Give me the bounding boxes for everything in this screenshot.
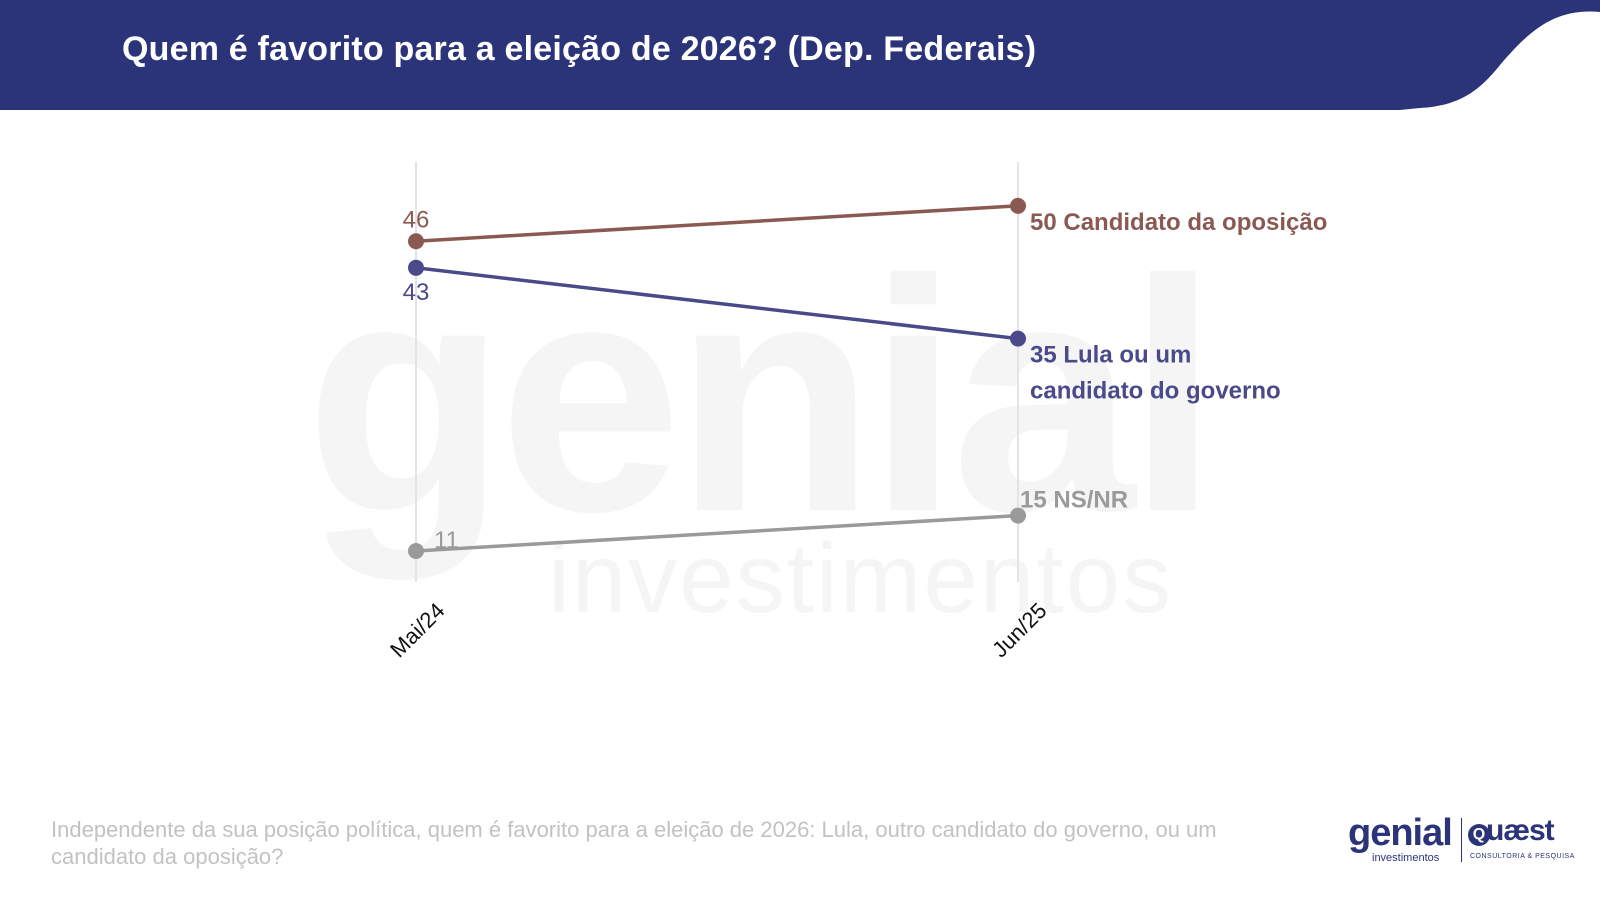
genial-logo-sub: investimentos — [1372, 852, 1440, 864]
quaest-logo-word: uæst — [1486, 814, 1555, 847]
page-title: Quem é favorito para a eleição de 2026? … — [122, 30, 1037, 68]
data-point — [408, 259, 424, 276]
data-point — [1010, 197, 1026, 214]
start-value-label: 43 — [403, 279, 430, 306]
x-tick-label: Mai/24 — [385, 598, 449, 662]
series-line-opposition — [415, 204, 1019, 243]
quaest-logo-mark: Q — [1468, 824, 1490, 846]
data-point — [408, 233, 424, 250]
data-point — [1010, 330, 1026, 347]
header-band — [0, 0, 1600, 110]
genial-logo-word: genial — [1348, 812, 1453, 854]
header-band-shape — [0, 0, 1600, 110]
logo-divider — [1461, 818, 1462, 862]
series-line-government — [415, 266, 1019, 341]
start-value-label: 46 — [403, 206, 430, 233]
quaest-logo-sub: CONSULTORIA & PESQUISA — [1470, 853, 1575, 860]
data-point — [1010, 507, 1026, 524]
series-end-label: candidato do governo — [1030, 378, 1281, 405]
x-axis-ticks: Mai/24 Jun/25 — [385, 598, 1051, 662]
x-tick-label: Jun/25 — [987, 598, 1051, 662]
series-end-label: 50 Candidato da oposição — [1030, 209, 1327, 236]
data-points — [408, 197, 1026, 559]
genial-logo: genial investimentos — [1348, 812, 1454, 874]
series-end-label: 35 Lula ou um — [1030, 342, 1191, 369]
start-value-label: 11 — [434, 527, 459, 554]
survey-question: Independente da sua posição política, qu… — [51, 817, 1217, 869]
series-lines — [415, 204, 1019, 553]
series-line-nsnr — [415, 513, 1019, 553]
quaest-logo: Q uæst CONSULTORIA & PESQUISA — [1468, 814, 1578, 874]
series-end-label: 15 NS/NR — [1020, 487, 1128, 514]
data-labels: 46 50 Candidato da oposição 43 35 Lula ou u… — [403, 206, 1328, 554]
data-point — [408, 543, 424, 559]
